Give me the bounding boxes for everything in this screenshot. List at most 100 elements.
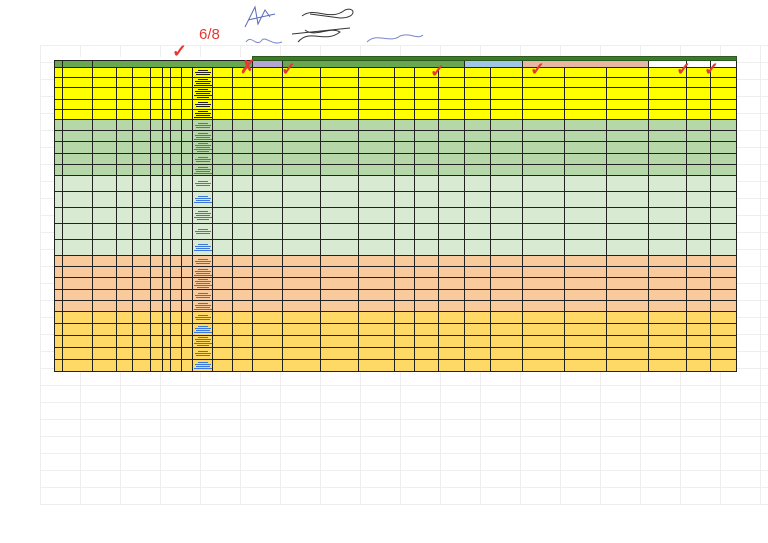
- table-cell[interactable]: [132, 223, 151, 240]
- table-cell[interactable]: [116, 109, 133, 120]
- table-cell[interactable]: [686, 311, 712, 324]
- table-cell[interactable]: [92, 109, 117, 120]
- table-cell[interactable]: [606, 239, 650, 256]
- table-cell[interactable]: [564, 67, 608, 78]
- table-cell[interactable]: [358, 347, 396, 360]
- table-cell[interactable]: [170, 141, 182, 154]
- table-cell[interactable]: [710, 266, 738, 278]
- table-cell[interactable]: [132, 266, 151, 278]
- table-cell[interactable]: [394, 277, 416, 290]
- table-cell[interactable]: [320, 87, 360, 100]
- table-cell[interactable]: [464, 164, 492, 176]
- table-cell[interactable]: [606, 359, 650, 372]
- table-cell[interactable]: [192, 87, 213, 100]
- table-cell[interactable]: [232, 207, 253, 224]
- table-cell[interactable]: [170, 335, 182, 348]
- table-cell[interactable]: [710, 99, 738, 110]
- table-cell[interactable]: [132, 347, 151, 360]
- table-cell[interactable]: [212, 347, 233, 360]
- table-cell[interactable]: [181, 77, 193, 88]
- table-cell[interactable]: [710, 153, 738, 165]
- table-cell[interactable]: [564, 255, 608, 267]
- table-cell[interactable]: [282, 239, 322, 256]
- table-cell[interactable]: [132, 67, 151, 78]
- table-cell[interactable]: [282, 141, 322, 154]
- table-cell[interactable]: [252, 67, 284, 78]
- table-cell[interactable]: [490, 191, 524, 208]
- table-cell[interactable]: [92, 239, 117, 256]
- table-cell[interactable]: [394, 266, 416, 278]
- table-cell[interactable]: [212, 141, 233, 154]
- table-cell[interactable]: [232, 300, 253, 312]
- table-cell[interactable]: [62, 311, 93, 324]
- table-cell[interactable]: [92, 335, 117, 348]
- table-cell[interactable]: [438, 223, 466, 240]
- table-cell[interactable]: [648, 323, 688, 336]
- table-cell[interactable]: [192, 164, 213, 176]
- table-cell[interactable]: [414, 266, 440, 278]
- table-cell[interactable]: [212, 277, 233, 290]
- table-cell[interactable]: [252, 335, 284, 348]
- table-cell[interactable]: [162, 277, 171, 290]
- table-cell[interactable]: [62, 359, 93, 372]
- table-cell[interactable]: [282, 277, 322, 290]
- table-cell[interactable]: [394, 289, 416, 301]
- table-cell[interactable]: [606, 109, 650, 120]
- table-cell[interactable]: [438, 347, 466, 360]
- table-cell[interactable]: [181, 191, 193, 208]
- table-cell[interactable]: [414, 359, 440, 372]
- table-cell[interactable]: [320, 153, 360, 165]
- table-cell[interactable]: [212, 335, 233, 348]
- table-cell[interactable]: [116, 130, 133, 142]
- table-cell[interactable]: [648, 153, 688, 165]
- table-cell[interactable]: [170, 67, 182, 78]
- table-cell[interactable]: [232, 77, 253, 88]
- table-cell[interactable]: [150, 323, 163, 336]
- table-cell[interactable]: [414, 99, 440, 110]
- table-cell[interactable]: [564, 239, 608, 256]
- table-cell[interactable]: [181, 300, 193, 312]
- table-cell[interactable]: [181, 87, 193, 100]
- table-cell[interactable]: [710, 323, 738, 336]
- table-cell[interactable]: [252, 164, 284, 176]
- table-cell[interactable]: [150, 335, 163, 348]
- table-cell[interactable]: [710, 335, 738, 348]
- table-cell[interactable]: [522, 266, 566, 278]
- table-cell[interactable]: [710, 207, 738, 224]
- table-cell[interactable]: [232, 347, 253, 360]
- table-cell[interactable]: [181, 130, 193, 142]
- table-cell[interactable]: [606, 67, 650, 78]
- table-cell[interactable]: [62, 207, 93, 224]
- table-cell[interactable]: [132, 130, 151, 142]
- table-cell[interactable]: [54, 335, 63, 348]
- table-cell[interactable]: [522, 191, 566, 208]
- table-cell[interactable]: [522, 175, 566, 192]
- table-cell[interactable]: [116, 311, 133, 324]
- table-cell[interactable]: [320, 130, 360, 142]
- table-cell[interactable]: [648, 77, 688, 88]
- table-cell[interactable]: [686, 87, 712, 100]
- table-cell[interactable]: [606, 164, 650, 176]
- table-cell[interactable]: [282, 289, 322, 301]
- table-cell[interactable]: [282, 335, 322, 348]
- table-cell[interactable]: [150, 99, 163, 110]
- table-cell[interactable]: [162, 223, 171, 240]
- table-cell[interactable]: [170, 300, 182, 312]
- table-cell[interactable]: [252, 266, 284, 278]
- table-cell[interactable]: [92, 266, 117, 278]
- table-cell[interactable]: [162, 311, 171, 324]
- table-cell[interactable]: [192, 191, 213, 208]
- table-cell[interactable]: [132, 164, 151, 176]
- table-cell[interactable]: [62, 141, 93, 154]
- table-cell[interactable]: [212, 311, 233, 324]
- table-cell[interactable]: [150, 347, 163, 360]
- table-cell[interactable]: [212, 191, 233, 208]
- table-cell[interactable]: [232, 191, 253, 208]
- table-cell[interactable]: [648, 266, 688, 278]
- table-cell[interactable]: [62, 191, 93, 208]
- table-cell[interactable]: [394, 207, 416, 224]
- table-cell[interactable]: [170, 153, 182, 165]
- table-cell[interactable]: [54, 266, 63, 278]
- table-cell[interactable]: [92, 87, 117, 100]
- table-cell[interactable]: [464, 130, 492, 142]
